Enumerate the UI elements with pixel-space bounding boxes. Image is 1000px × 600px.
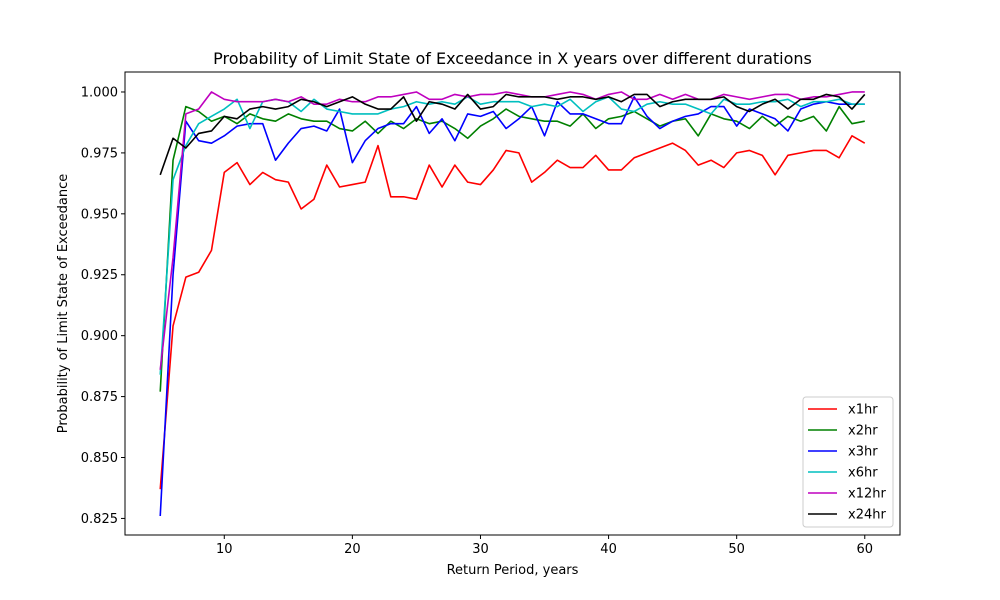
- legend-label-x12hr: x12hr: [848, 487, 886, 502]
- series-line-x3hr: [159, 96, 865, 517]
- legend-label-x6hr: x6hr: [848, 466, 878, 481]
- series-line-x6hr: [159, 96, 865, 375]
- legend-label-x1hr: x1hr: [848, 403, 878, 418]
- y-tick-label: 0.950: [81, 207, 118, 222]
- y-tick-label: 0.925: [81, 268, 118, 283]
- x-tick-label: 40: [600, 542, 617, 557]
- y-tick-label: 0.825: [81, 512, 118, 527]
- plot-lines: [159, 91, 866, 517]
- y-axis-ticks: 0.825 0.850 0.875 0.900 0.925 0.950 0.975 1.000: [81, 85, 125, 527]
- x-tick-label: 30: [472, 542, 489, 557]
- legend-label-x3hr: x3hr: [848, 445, 878, 460]
- series-line-x12hr: [159, 91, 865, 370]
- x-tick-label: 20: [344, 542, 361, 557]
- series-line-x1hr: [159, 135, 866, 490]
- series-line-x24hr: [159, 93, 866, 176]
- y-tick-label: 0.850: [81, 451, 118, 466]
- legend-label-x24hr: x24hr: [848, 508, 886, 523]
- y-tick-label: 0.975: [81, 146, 118, 161]
- chart-title: Probability of Limit State of Exceedance…: [213, 49, 812, 68]
- x-tick-label: 10: [216, 542, 233, 557]
- y-tick-label: 0.900: [81, 329, 118, 344]
- x-axis-label: Return Period, years: [447, 563, 579, 578]
- y-axis-label: Probability of Limit State of Exceedance: [56, 174, 71, 434]
- legend: x1hr x2hr x3hr x6hr x12hr x24hr: [802, 396, 894, 528]
- series-line-x2hr: [159, 105, 865, 392]
- x-tick-label: 50: [728, 542, 745, 557]
- x-axis-ticks: 10 20 30 40 50 60: [216, 535, 873, 557]
- plot-frame: [124, 71, 901, 536]
- y-tick-label: 1.000: [81, 85, 118, 100]
- legend-label-x2hr: x2hr: [848, 424, 878, 439]
- x-tick-label: 60: [856, 542, 873, 557]
- y-tick-label: 0.875: [81, 390, 118, 405]
